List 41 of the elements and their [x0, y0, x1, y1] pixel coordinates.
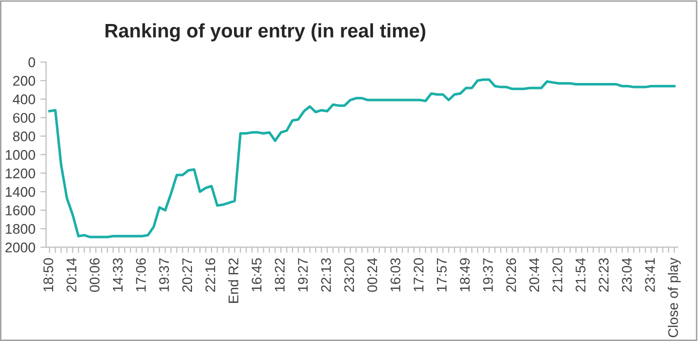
- y-tick-label: 1200: [6, 168, 36, 178]
- y-tick-label: 200: [13, 76, 36, 86]
- x-tick-label: 23:20: [344, 258, 354, 292]
- x-tick-label: 20:44: [529, 258, 540, 292]
- x-tick-label: Close of play: [668, 258, 681, 338]
- y-tick-label: 1400: [6, 187, 36, 197]
- x-tick-label: 18:22: [274, 258, 285, 292]
- x-tick-label: 22:23: [598, 258, 609, 292]
- x-tick-label: 20:27: [182, 258, 192, 292]
- x-tick-label: 19:27: [298, 258, 308, 292]
- x-tick-label: 20:14: [66, 258, 76, 292]
- chart-title: Ranking of your entry (in real time): [106, 23, 426, 42]
- x-tick-label: 18:50: [43, 258, 54, 292]
- x-tick-label: 20:26: [506, 258, 516, 292]
- y-tick-label: 400: [12, 94, 36, 104]
- x-tick-label: 21:20: [552, 258, 562, 292]
- y-tick-label: 1800: [6, 224, 36, 234]
- x-tick-label: 14:33: [112, 258, 123, 292]
- x-tick-label: 23:04: [622, 258, 632, 292]
- x-tick-label: 17:20: [414, 258, 424, 292]
- x-tick-label: 22:16: [205, 258, 216, 292]
- y-tick-label: 600: [13, 112, 36, 123]
- x-tick-label: End R2: [228, 258, 238, 303]
- y-tick-label: 1600: [6, 206, 36, 216]
- x-tick-label: 19:37: [159, 258, 169, 292]
- y-tick-label: 800: [13, 131, 36, 142]
- x-tick-label: 21:54: [576, 258, 586, 292]
- y-tick-label: 1000: [6, 150, 36, 160]
- x-tick-label: 16:03: [390, 258, 400, 292]
- x-tick-label: 17:57: [436, 258, 447, 292]
- x-tick-label: 23:41: [645, 258, 655, 292]
- x-tick-label: 16:45: [252, 258, 262, 292]
- x-tick-label: 18:49: [460, 258, 470, 292]
- x-tick-label: 22:13: [321, 258, 331, 292]
- x-tick-label: 19:37: [483, 258, 493, 292]
- x-tick-label: 00:06: [90, 258, 100, 292]
- x-tick-label: 00:24: [367, 258, 378, 292]
- x-tick-label: 17:06: [136, 258, 146, 292]
- y-tick-label: 2000: [5, 242, 36, 252]
- line-series: [48, 78, 676, 238]
- y-tick-label: 0: [28, 57, 36, 68]
